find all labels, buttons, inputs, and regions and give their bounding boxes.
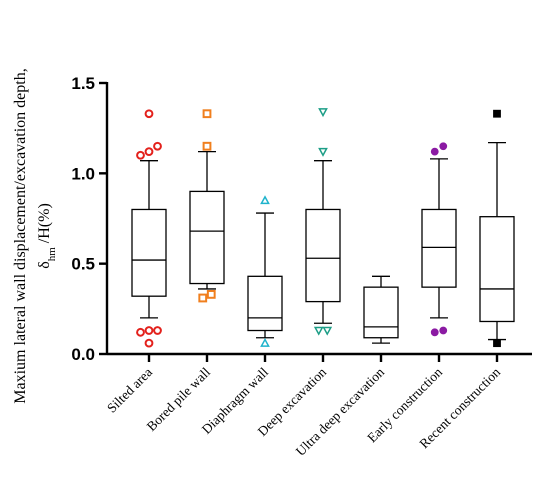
axes — [99, 81, 532, 362]
outlier-point — [439, 326, 448, 335]
box-group — [363, 275, 399, 344]
interquartile-box — [305, 208, 341, 303]
outlier-point — [144, 109, 154, 119]
outlier-point — [144, 338, 154, 348]
interquartile-box — [421, 208, 457, 288]
y-axis-title: Maxium lateral wall displacement/excavat… — [12, 68, 58, 403]
outlier-point — [202, 109, 212, 119]
interquartile-box — [479, 216, 515, 323]
outlier-point — [153, 141, 162, 151]
outlier-point — [202, 141, 212, 151]
outlier-point — [322, 326, 333, 336]
outlier-point — [260, 337, 270, 347]
outlier-point — [144, 326, 154, 335]
y-axis-title-subscript: hm — [46, 247, 58, 262]
outlier-point — [493, 109, 501, 118]
outlier-point — [206, 289, 216, 299]
boxes — [131, 108, 515, 348]
outlier-point — [430, 147, 439, 156]
interquartile-box — [189, 190, 225, 285]
y-axis-title-line2: δhm /H(%) — [36, 203, 58, 269]
outlier-point — [153, 326, 162, 335]
box-group — [247, 195, 283, 347]
outlier-point — [136, 150, 145, 160]
outlier-point — [136, 327, 145, 337]
y-tick-label: 1.5 — [71, 74, 95, 93]
y-tick-label: 0.5 — [71, 255, 95, 274]
x-tick-label: Silted area — [104, 365, 155, 416]
box-group — [421, 142, 457, 337]
outlier-point — [313, 326, 324, 336]
outlier-point — [493, 339, 501, 348]
box-group — [479, 109, 515, 348]
outlier-point — [144, 147, 154, 157]
interquartile-box — [363, 286, 399, 339]
box-group — [305, 108, 341, 336]
y-axis-title-line1: Maxium lateral wall displacement/excavat… — [12, 68, 29, 403]
outlier-point — [439, 142, 448, 151]
box-group — [189, 109, 225, 303]
interquartile-box — [131, 208, 167, 297]
box-group — [131, 109, 167, 348]
interquartile-box — [247, 275, 283, 332]
y-axis-title-unit: /H(%) — [36, 203, 53, 247]
outlier-point — [318, 147, 328, 157]
outlier-point — [198, 293, 208, 303]
y-tick-labels: 0.0 0.5 1.0 1.5 — [71, 74, 95, 364]
outlier-point — [318, 108, 328, 118]
y-tick-label: 1.0 — [71, 164, 95, 183]
outlier-point — [430, 328, 439, 337]
outlier-point — [260, 195, 270, 205]
y-axis-title-symbol: δ — [36, 261, 53, 269]
y-tick-label: 0.0 — [71, 345, 95, 364]
